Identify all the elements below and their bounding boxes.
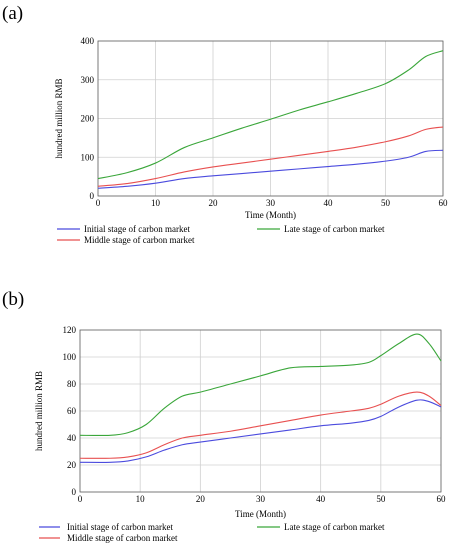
y-tick-label: 300 — [81, 75, 95, 85]
y-tick-label: 100 — [63, 352, 77, 362]
legend-label: Late stage of carbon market — [284, 224, 385, 234]
panel-label-a: (a) — [2, 3, 24, 24]
y-tick-label: 200 — [81, 114, 95, 124]
y-tick-label: 100 — [81, 152, 95, 162]
x-tick-label: 50 — [381, 198, 391, 208]
x-tick-label: 40 — [324, 198, 334, 208]
series-line-initial — [97, 149, 444, 189]
legend-label: Late stage of carbon market — [284, 522, 385, 532]
chart-panel-b: 0 10 20 30 40 50 60 0 20 40 60 80 100 120 Time (Month)… — [34, 325, 446, 543]
series-line-late — [79, 333, 442, 437]
legend-label: Middle stage of carbon market — [84, 235, 195, 245]
y-axis-title: hundred million RMB — [34, 371, 44, 451]
y-tick-label: 60 — [67, 406, 77, 416]
panel-label-b: (b) — [2, 289, 25, 310]
series-line-middle — [79, 391, 442, 459]
legend-label: Initial stage of carbon market — [67, 522, 173, 532]
x-axis-title: Time (Month) — [235, 509, 286, 519]
series-line-initial — [79, 399, 442, 463]
series-line-late — [97, 50, 444, 180]
y-tick-label: 0 — [90, 191, 95, 201]
legend-label: Initial stage of carbon market — [84, 224, 190, 234]
x-tick-label: 20 — [196, 494, 206, 504]
x-axis-title: Time (Month) — [245, 210, 296, 220]
x-tick-label: 60 — [439, 198, 449, 208]
x-tick-label: 0 — [78, 494, 83, 504]
plot-frame — [79, 329, 442, 493]
y-tick-label: 120 — [63, 325, 77, 335]
y-tick-label: 0 — [72, 487, 77, 497]
x-tick-label: 10 — [151, 198, 161, 208]
x-tick-label: 30 — [256, 494, 266, 504]
x-tick-label: 20 — [209, 198, 219, 208]
x-tick-label: 10 — [136, 494, 146, 504]
x-tick-label: 30 — [266, 198, 276, 208]
y-tick-label: 400 — [81, 36, 95, 46]
y-tick-label: 40 — [67, 433, 77, 443]
x-tick-label: 40 — [316, 494, 326, 504]
x-tick-label: 50 — [376, 494, 386, 504]
x-tick-label: 60 — [437, 494, 447, 504]
y-axis-title: hundred million RMB — [54, 78, 64, 158]
chart-panel-a: 0 10 20 30 40 50 60 0 100 200 300 400 Time (Month) hu… — [54, 36, 448, 245]
y-tick-label: 80 — [67, 379, 77, 389]
plot-frame — [97, 40, 444, 197]
y-tick-label: 20 — [67, 460, 77, 470]
series-line-middle — [97, 126, 444, 187]
legend-label: Middle stage of carbon market — [67, 533, 178, 543]
x-tick-label: 0 — [96, 198, 101, 208]
